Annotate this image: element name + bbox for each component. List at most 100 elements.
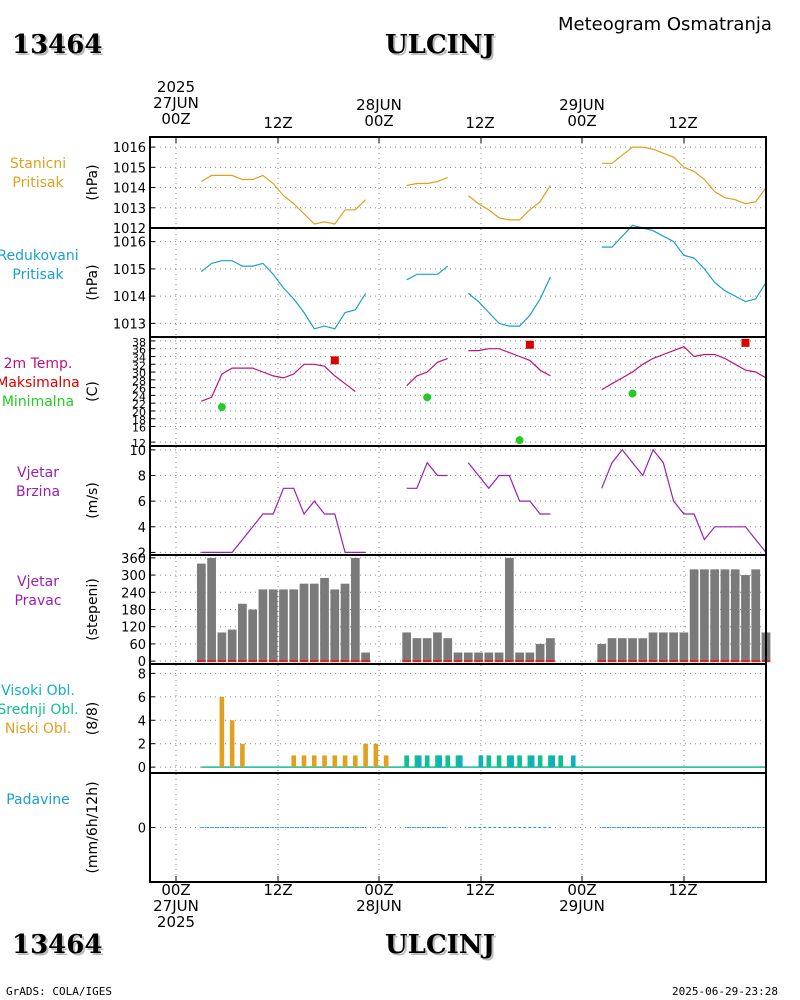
- cloud-bar-high: [509, 755, 514, 768]
- bar-base-marker: [515, 660, 524, 663]
- cloud-bar-middle: [558, 755, 563, 768]
- bar-base-marker: [217, 660, 227, 663]
- panel-4: 0 60 120 180 240 300 360 (stepeni): [85, 552, 771, 670]
- y-tick-label: 8: [138, 469, 146, 484]
- bar: [741, 575, 750, 662]
- bar: [238, 603, 247, 662]
- bar: [525, 652, 535, 662]
- bar: [617, 638, 627, 662]
- panel-3: 2 4 6 8 10 (m/s): [85, 444, 767, 561]
- bar: [484, 652, 494, 662]
- series-line: [468, 348, 551, 377]
- bar-base-marker: [751, 660, 761, 663]
- bar: [535, 643, 545, 662]
- bar: [412, 638, 422, 662]
- bar-base-marker: [279, 660, 288, 663]
- y-tick-label: 1014: [113, 290, 146, 305]
- bar-base-marker: [741, 660, 750, 663]
- panel-1: 1013 1014 1015 1016 (hPa): [85, 224, 767, 338]
- y-tick-label: 16: [132, 422, 146, 435]
- unit-label: (mm/6h/12h): [85, 781, 101, 873]
- y-tick-label: 1016: [113, 236, 146, 251]
- y-tick-label: 12: [132, 437, 146, 450]
- bar-base-marker: [248, 660, 258, 663]
- bar: [350, 557, 360, 662]
- label-pressure-station: Stanicni Pritisak: [9, 156, 67, 191]
- bar-base-marker: [361, 660, 370, 663]
- min-temp-marker: [423, 393, 432, 402]
- bar: [504, 557, 514, 662]
- y-tick-label: 1015: [113, 263, 146, 278]
- city-title-top: ULCINJ: [385, 30, 495, 60]
- cloud-bar-low: [301, 755, 307, 768]
- unit-label: (hPa): [85, 164, 101, 200]
- y-tick-label: 24: [132, 390, 146, 403]
- bar-base-marker: [350, 660, 360, 663]
- series-line: [467, 276, 551, 327]
- bottom-tick-3: 12Z: [465, 881, 495, 899]
- unit-label: (m/s): [85, 482, 101, 519]
- bar-base-marker: [299, 660, 309, 663]
- bar-base-marker: [720, 660, 730, 663]
- bar: [289, 589, 299, 662]
- cloud-bar-middle: [404, 755, 409, 768]
- panel-frame: [149, 772, 767, 883]
- y-tick-label: 18: [132, 414, 146, 427]
- bar: [248, 609, 258, 662]
- cloud-bar-high: [416, 755, 422, 768]
- y-tick-label: 120: [121, 621, 146, 636]
- top-tick-2: 28JUN 00Z: [356, 96, 402, 130]
- series-line: [467, 185, 551, 221]
- bar-base-marker: [453, 660, 463, 663]
- bar: [320, 577, 329, 662]
- product-title: Meteogram Osmatranja: [558, 14, 772, 35]
- y-tick-label: 1014: [113, 182, 146, 197]
- y-tick-label: 30: [132, 367, 146, 380]
- y-tick-label: 1016: [113, 141, 146, 156]
- bar: [207, 557, 216, 662]
- max-temp-marker: [525, 340, 534, 349]
- bar-base-marker: [330, 660, 340, 663]
- cloud-bar-middle: [517, 755, 522, 768]
- cloud-bar-low: [373, 743, 379, 768]
- bar: [515, 652, 524, 662]
- panel-frame: [149, 136, 767, 229]
- bar-base-marker: [196, 660, 206, 663]
- bottom-tick-1: 12Z: [263, 881, 293, 899]
- y-tick-label: 26: [132, 383, 146, 396]
- cloud-bar-high: [570, 755, 576, 768]
- y-tick-label: 1013: [113, 202, 146, 217]
- bar-base-marker: [535, 660, 545, 663]
- bar: [751, 569, 761, 662]
- y-tick-label: 1015: [113, 161, 146, 176]
- bar: [279, 589, 288, 662]
- series-line: [601, 448, 767, 553]
- top-tick-3: 12Z: [465, 114, 495, 132]
- cloud-bar-low: [291, 755, 297, 768]
- bar-base-marker: [422, 660, 432, 663]
- cloud-bar-middle: [496, 755, 502, 768]
- y-tick-label: 6: [138, 691, 146, 706]
- unit-label: (hPa): [85, 264, 101, 300]
- panel-frame: [149, 336, 767, 447]
- footer-credit: GrADS: COLA/IGES: [6, 985, 112, 998]
- series-line: [406, 461, 448, 489]
- bar: [658, 632, 668, 662]
- bar: [402, 632, 412, 662]
- bar: [700, 569, 709, 662]
- bar-base-marker: [658, 660, 668, 663]
- bar-base-marker: [689, 660, 699, 663]
- top-tick-4: 29JUN 00Z: [559, 96, 605, 130]
- bar-base-marker: [597, 660, 607, 663]
- cloud-bar-high: [437, 755, 443, 768]
- bar-base-marker: [320, 660, 329, 663]
- cloud-bar-low: [332, 755, 338, 768]
- bar: [463, 652, 473, 662]
- top-tick-0: 2025 27JUN 00Z: [153, 78, 199, 128]
- cloud-bar-high: [458, 755, 463, 768]
- cloud-bar-middle: [424, 755, 430, 768]
- y-tick-label: 60: [129, 638, 146, 653]
- bar-base-marker: [679, 660, 689, 663]
- bar-base-marker: [463, 660, 473, 663]
